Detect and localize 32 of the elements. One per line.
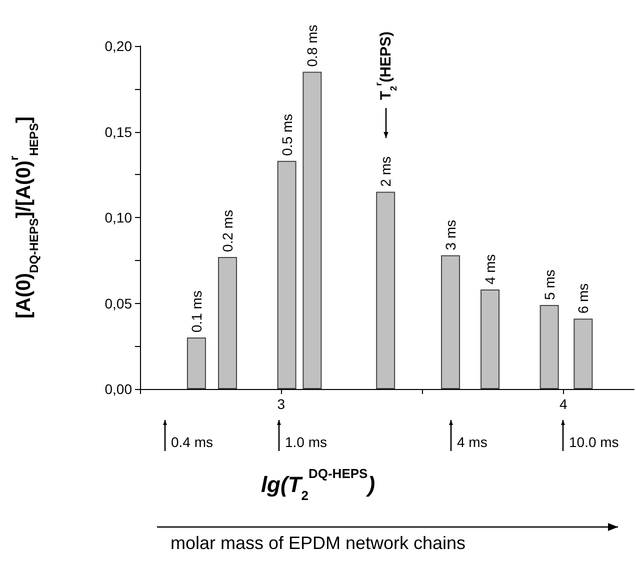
text: 4 ms (457, 434, 488, 450)
annotation: 0.1 ms (188, 290, 204, 333)
bar (441, 255, 460, 389)
bar (480, 290, 500, 389)
y-tick-label: 0,15 (104, 124, 132, 140)
annotation: 5 ms (541, 270, 558, 300)
x-tick-label: 4 (560, 396, 568, 412)
annotation: 0.5 ms (278, 114, 295, 156)
annotation: 0.2 ms (220, 210, 236, 252)
text: 1.0 ms (285, 434, 328, 450)
bar (540, 304, 559, 389)
annotation: 2 ms (378, 156, 394, 187)
text: 10.0 ms (569, 434, 619, 450)
annotation: 4 ms (482, 254, 498, 285)
y-axis-title: [A(0)DQ-HEPS]/[A(0)rHEPS] (7, 116, 41, 318)
text: 0.4 ms (171, 434, 214, 450)
bar (186, 338, 206, 389)
annotation: 6 ms (575, 283, 592, 314)
y-tick-label: 0,20 (104, 38, 132, 54)
x-tick-label: 3 (277, 396, 286, 412)
bar (277, 160, 296, 389)
bar (218, 256, 238, 389)
annotation: 0.8 ms (304, 24, 320, 67)
annotation: T2r(HEPS) (374, 31, 398, 100)
y-tick-label: 0,10 (104, 210, 132, 226)
y-tick-label: 0,00 (104, 381, 132, 397)
text: molar mass of EPDM network chains (170, 533, 466, 553)
bar (574, 318, 593, 389)
y-tick-label: 0,05 (104, 295, 132, 312)
bar (302, 72, 322, 389)
bar (376, 192, 396, 389)
annotation: 3 ms (442, 220, 459, 250)
